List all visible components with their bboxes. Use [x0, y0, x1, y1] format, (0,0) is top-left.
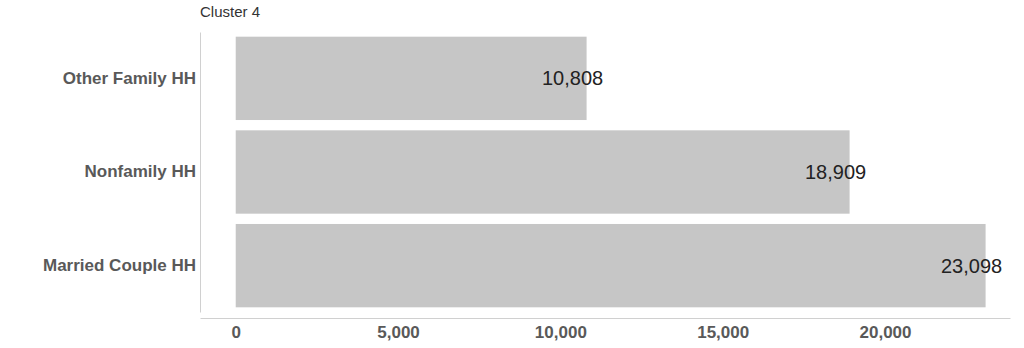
x-tick-label: 5,000 — [377, 323, 420, 342]
data-label: 10,808 — [542, 67, 603, 89]
y-axis-line — [200, 33, 201, 313]
x-axis-line — [201, 318, 1011, 319]
x-tick: 0 — [231, 318, 240, 342]
x-tick: 20,000 — [860, 318, 912, 342]
y-tick-label: Nonfamily HH — [85, 162, 196, 181]
data-label: 18,909 — [805, 161, 866, 183]
bar — [236, 37, 587, 120]
y-tick: Married Couple HH — [43, 256, 200, 275]
x-tick-label: 20,000 — [860, 323, 912, 342]
bar — [236, 224, 986, 307]
y-tick: Other Family HH — [63, 69, 200, 88]
data-labels: 10,808 18,909 23,098 — [542, 67, 1002, 276]
x-tick-label: 15,000 — [697, 323, 749, 342]
x-tick-label: 0 — [231, 323, 240, 342]
bar — [236, 130, 850, 213]
x-tick: 10,000 — [535, 318, 587, 342]
title: Cluster 4 — [200, 3, 260, 20]
plot-area — [236, 37, 986, 308]
x-tick-label: 10,000 — [535, 323, 587, 342]
x-tick: 5,000 — [377, 318, 420, 342]
chart: Cluster 4 0 5,000 10,000 15,000 20,000 Other F… — [0, 0, 1024, 348]
x-tick: 15,000 — [697, 318, 749, 342]
y-axis: Other Family HH Nonfamily HH Married Coupl… — [43, 33, 201, 313]
y-tick-label: Married Couple HH — [43, 256, 196, 275]
x-axis: 0 5,000 10,000 15,000 20,000 — [201, 318, 1011, 342]
data-label: 23,098 — [941, 255, 1002, 277]
y-tick-label: Other Family HH — [63, 69, 196, 88]
y-tick: Nonfamily HH — [85, 162, 200, 181]
